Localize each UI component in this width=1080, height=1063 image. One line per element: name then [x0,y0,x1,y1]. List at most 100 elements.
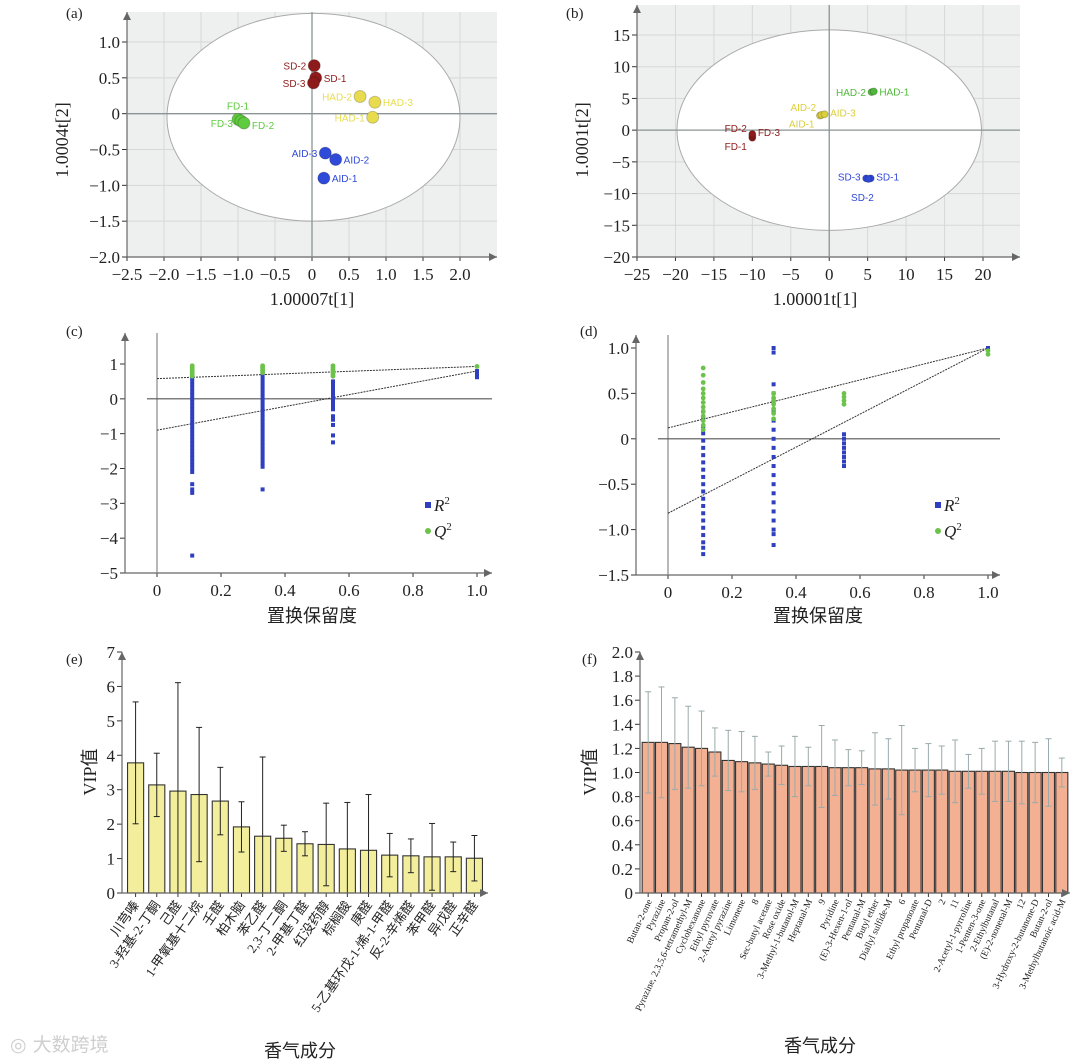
y-axis-arrow [633,5,641,13]
y-tick-label: −0.5 [598,475,629,494]
x-tick-label: 0.4 [785,583,807,602]
watermark: ◎ 大数跨境 [10,1030,109,1057]
point-label: FD-3 [211,119,234,130]
r2-point [260,457,265,462]
y-tick-label: 1.2 [612,739,633,758]
q2-point [771,406,776,412]
panel-label: (d) [580,324,598,340]
x-tick-label: 0.6 [849,583,870,602]
x-axis-arrow [1012,253,1020,261]
panel-label: (b) [566,6,584,22]
data-point [237,116,251,130]
r2-point [260,388,265,393]
permutation-plot-d: 1.0 0.5 0 −0.5 −1.0 −1.5 0 0.2 0.4 0.6 0.8 1.0 (d) 置换… [580,324,1000,626]
r2-point [771,464,776,469]
r2-point [331,440,335,445]
y-tick-label: 1.6 [612,691,633,710]
x-tick-label: 0 [308,265,317,284]
legend-label: Q2 [944,521,962,541]
r2-point [260,409,265,414]
q2-point [700,400,706,405]
y-axis-arrow [123,12,131,20]
x-tick-label: 0 [153,581,162,600]
y-tick-label: −5 [100,564,118,583]
r2-point [260,433,265,438]
r2-point [190,463,195,468]
y-tick-label: −1.0 [89,176,120,195]
permutation-plot-c: 1 0 −1 −2 −3 −4 −5 0 0.2 0.4 0.6 0.8 1.0 (c) 置换保留度 R2 Q2 [66,324,492,626]
r2-point [260,415,265,420]
r2-point [260,405,265,410]
y-tick-label: −1.5 [598,566,629,585]
category-label: 6 [897,898,908,907]
r2-point [190,386,195,391]
r2-point [190,445,195,450]
r2-point [842,454,846,459]
x-tick-label: 0.2 [721,583,742,602]
hotelling-ellipse [166,12,461,222]
x-axis-title: 1.00007t[1] [270,289,355,309]
r2-point [771,491,776,496]
r2-point [771,454,776,459]
r2-point [260,395,265,400]
r2-point [260,461,265,466]
r2-point [701,482,706,487]
x-tick-label: −2.0 [149,265,180,284]
category-label: 12 [1015,898,1028,911]
y-tick-label: 5 [107,712,116,731]
r2-point [260,443,265,448]
r2-point [190,442,195,447]
r2-point [260,398,265,403]
bar [961,770,975,894]
r2-point [260,450,265,455]
point-label: HAD-3 [383,98,413,109]
y-tick-label: −0.5 [89,141,120,160]
r2-point [331,389,335,394]
y-tick-label: 15 [613,26,630,45]
r2-point [190,393,195,398]
r2-point [260,487,265,492]
y-tick-label: 0.4 [612,836,634,855]
point-label: AID-1 [789,120,815,131]
q2-point [700,409,706,414]
q2-point [841,401,847,407]
r2-point [701,552,706,557]
x-axis-title: 置换保留度 [267,606,357,626]
panel-label: (a) [66,6,83,22]
x-tick-label: 0.8 [402,581,423,600]
r2-point [701,518,706,523]
r2-point [260,454,265,459]
y-tick-label: 3 [107,781,116,800]
r2-point [771,436,776,441]
r2-point [771,427,776,432]
r2-point [771,382,776,387]
r2-point [771,532,776,537]
y-axis-arrow [121,333,129,341]
q2-point [260,370,265,376]
r2-point [771,543,776,548]
q2-point [189,373,195,379]
category-label: 8 [751,898,762,907]
x-tick-label: −1.5 [186,265,217,284]
regression-line [667,347,989,514]
y-tick-label: 0.8 [612,788,633,807]
y-axis-title: VIP值 [580,748,600,795]
y-tick-label: 7 [107,643,116,662]
r2-point [190,389,195,394]
r2-point [190,469,195,474]
r2-point [190,414,195,419]
y-tick-label: −4 [100,529,119,548]
r2-point [701,460,706,465]
x-axis-arrow [992,571,1000,579]
point-label: FD-2 [725,124,748,135]
legend-marker-r2 [425,502,431,508]
x-tick-label: 10 [898,265,915,284]
q2-point [700,422,706,428]
vip-chart-f: Butan-2-onePyrazinePropan-2-olPyrazine, … [580,643,1070,1056]
y-tick-label: −1 [100,425,118,444]
data-point [317,171,331,185]
q2-point [771,401,776,407]
r2-point [190,410,195,415]
